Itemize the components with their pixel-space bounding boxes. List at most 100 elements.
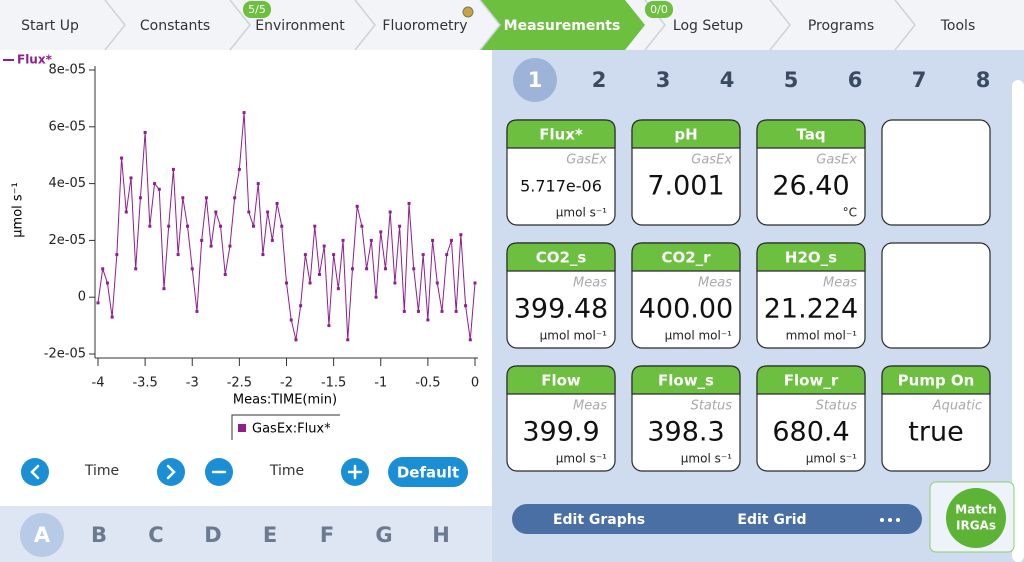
legend-label: GasEx:Flux* (252, 422, 331, 437)
tab-label[interactable]: Measurements (504, 18, 621, 34)
more-dot[interactable] (880, 518, 884, 522)
next-button-icon (166, 464, 176, 480)
card[interactable] (881, 119, 991, 226)
card-title: Flow_s (658, 372, 714, 390)
flux-point (383, 267, 387, 271)
match-label[interactable]: Match (955, 503, 996, 517)
flux-point (426, 318, 430, 322)
card-unit: µmol s⁻¹ (681, 452, 732, 466)
tab-separator (229, 0, 251, 51)
card-source: GasEx (691, 153, 732, 168)
tab-label[interactable]: Programs (808, 18, 874, 34)
x-tick-label: -4 (92, 376, 105, 391)
flux-point (435, 281, 439, 285)
tab-label[interactable]: Environment (255, 18, 345, 34)
card-title: Pump On (898, 372, 975, 390)
flux-point (181, 196, 185, 200)
tab-badge (243, 1, 271, 18)
control-label: Time (269, 463, 304, 479)
card-value: 21.224 (764, 294, 858, 325)
flux-point (153, 182, 157, 186)
graph-page[interactable]: G (375, 523, 392, 547)
flux-point (369, 238, 373, 242)
more-dot[interactable] (896, 518, 900, 522)
tab-label[interactable]: Fluorometry (382, 18, 467, 34)
graph-page[interactable]: A (34, 523, 51, 547)
tab-label[interactable]: Start Up (21, 18, 79, 34)
flux-point (341, 238, 345, 242)
card-unit: mmol mol⁻¹ (786, 329, 858, 343)
card-source: Meas (573, 399, 607, 414)
flux-point (233, 196, 237, 200)
flux-point (303, 253, 307, 257)
y-tick-label: 6e-05 (48, 119, 86, 134)
default-button[interactable] (388, 457, 468, 487)
graph-page[interactable]: E (263, 523, 277, 547)
grid-page[interactable]: 4 (720, 68, 735, 92)
tab-separator (354, 0, 376, 51)
card-header (756, 242, 866, 272)
more-dot[interactable] (888, 518, 892, 522)
flux-point (247, 210, 251, 214)
flux-point (346, 338, 350, 342)
graph-page[interactable]: C (148, 523, 163, 547)
grid-page[interactable]: 1 (528, 68, 543, 92)
card-source: Aquatic (932, 399, 982, 414)
grid-page[interactable]: 8 (976, 68, 991, 92)
tab-badge-text: 5/5 (248, 3, 266, 16)
flux-point (365, 267, 369, 271)
flux-point (421, 253, 425, 257)
grid-page[interactable]: 5 (784, 68, 799, 92)
default-label[interactable]: Default (397, 464, 459, 482)
edit-graphs[interactable]: Edit Graphs (553, 512, 645, 528)
tab-label[interactable]: Tools (940, 18, 976, 34)
graph-page[interactable]: H (432, 523, 450, 547)
grid-page[interactable]: 3 (656, 68, 671, 92)
match-button[interactable] (946, 488, 1006, 548)
legend-swatch (238, 424, 246, 432)
flux-point (431, 238, 435, 242)
y-axis-label: µmol s⁻¹ (11, 182, 26, 237)
tab-separator (104, 0, 126, 51)
legend-box (231, 414, 340, 440)
flux-point (120, 156, 124, 160)
card[interactable] (881, 242, 991, 349)
x-tick-label: -1.5 (321, 376, 346, 391)
flux-point (157, 187, 161, 191)
grid-page[interactable]: 6 (848, 68, 863, 92)
flux-point (388, 210, 392, 214)
card-unit: µmol s⁻¹ (556, 206, 607, 220)
grid-page[interactable]: 2 (592, 68, 607, 92)
next-button[interactable] (157, 458, 185, 486)
match-label[interactable]: IRGAs (956, 519, 996, 533)
card-title: CO2_r (661, 249, 711, 267)
card-source: Status (816, 399, 858, 414)
tab-label[interactable]: Log Setup (673, 18, 743, 34)
card-header (506, 242, 616, 272)
graph-page[interactable]: F (320, 523, 334, 547)
graph-page[interactable]: D (204, 523, 221, 547)
edit-grid[interactable]: Edit Grid (737, 512, 806, 528)
tab-label[interactable]: Constants (140, 18, 210, 34)
y-tick-label: 8e-05 (48, 63, 86, 78)
flux-point (148, 224, 152, 228)
card-value: 398.3 (647, 417, 724, 448)
card-header (631, 119, 741, 149)
flux-point (379, 230, 383, 234)
x-tick-label: -3 (186, 376, 199, 391)
prev-button[interactable] (21, 458, 49, 486)
graph-page[interactable]: B (91, 523, 107, 547)
flux-point (440, 309, 444, 313)
x-axis-label: Meas:TIME(min) (233, 393, 337, 408)
flux-point (360, 224, 364, 228)
flux-point (219, 224, 223, 228)
card-title: Flux* (539, 126, 583, 144)
flux-point (327, 324, 331, 328)
grid-page[interactable]: 7 (912, 68, 927, 92)
flux-point (110, 315, 114, 319)
card-source: GasEx (816, 153, 857, 168)
card-value: 26.40 (772, 171, 849, 202)
flux-point (280, 224, 284, 228)
tab-separator (894, 0, 916, 51)
flux-point (105, 281, 109, 285)
